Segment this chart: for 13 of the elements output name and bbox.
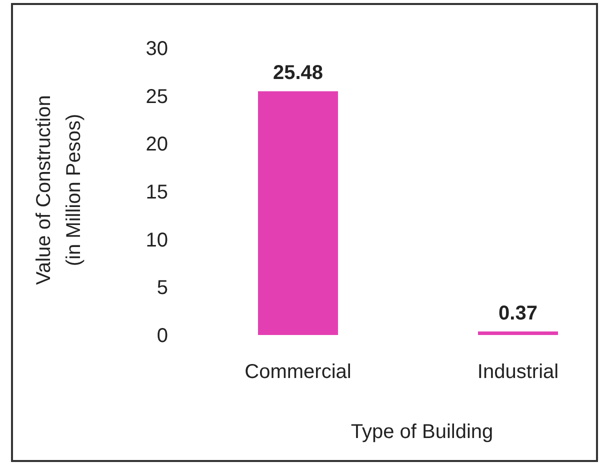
y-tick-label: 10 <box>146 229 168 252</box>
y-tick-label: 5 <box>156 277 168 300</box>
y-tick-label: 15 <box>146 182 168 204</box>
y-tick-label: 30 <box>146 38 168 60</box>
y-tick-label: 0 <box>156 325 168 347</box>
y-axis-title: Value of Construction (in Million Pesos) <box>33 95 85 285</box>
data-label: 0.37 <box>498 302 538 324</box>
data-label: 25.48 <box>272 62 324 84</box>
y-tick-label: 20 <box>146 134 168 156</box>
x-tick-label: Industrial <box>477 361 559 383</box>
x-axis-title: Type of Building <box>350 421 494 443</box>
x-tick-label: Commercial <box>244 361 352 383</box>
y-tick-label: 25 <box>146 86 168 108</box>
